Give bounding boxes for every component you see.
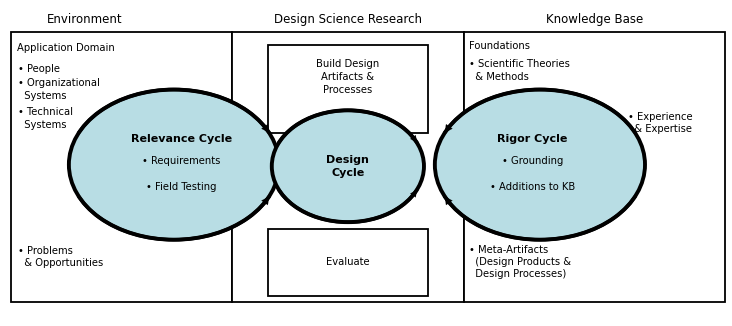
Text: Application Domain: Application Domain — [17, 43, 114, 53]
Text: • Grounding: • Grounding — [502, 156, 564, 167]
Bar — [464, 32, 725, 302]
Text: Design
Cycle: Design Cycle — [326, 155, 370, 178]
Text: Environment: Environment — [47, 13, 123, 26]
Text: • Requirements: • Requirements — [142, 156, 220, 167]
Text: • Organizational
  Systems: • Organizational Systems — [18, 78, 100, 101]
Text: Build Design
Artifacts &
Processes: Build Design Artifacts & Processes — [316, 59, 379, 95]
Text: Relevance Cycle: Relevance Cycle — [130, 134, 232, 144]
Text: Rigor Cycle: Rigor Cycle — [498, 134, 568, 144]
Text: Evaluate: Evaluate — [326, 257, 370, 267]
Text: Knowledge Base: Knowledge Base — [545, 13, 643, 26]
Text: • Additions to KB: • Additions to KB — [490, 182, 575, 192]
Bar — [268, 45, 427, 133]
Ellipse shape — [69, 90, 279, 240]
Text: • Scientific Theories
  & Methods: • Scientific Theories & Methods — [469, 59, 569, 82]
Bar — [232, 32, 464, 302]
Text: • People: • People — [18, 64, 60, 74]
Text: Design Science Research: Design Science Research — [274, 13, 422, 26]
Bar — [268, 229, 427, 296]
Ellipse shape — [272, 110, 424, 222]
Text: • Technical
  Systems: • Technical Systems — [18, 107, 73, 129]
Text: • Field Testing: • Field Testing — [146, 182, 217, 192]
Bar — [11, 32, 232, 302]
Text: • Problems
  & Opportunities: • Problems & Opportunities — [18, 246, 103, 269]
Text: • Experience
  & Expertise: • Experience & Expertise — [628, 112, 693, 134]
Text: Foundations: Foundations — [469, 41, 530, 52]
Text: • Meta-Artifacts
  (Design Products &
  Design Processes): • Meta-Artifacts (Design Products & Desi… — [469, 245, 571, 279]
Ellipse shape — [435, 90, 645, 240]
